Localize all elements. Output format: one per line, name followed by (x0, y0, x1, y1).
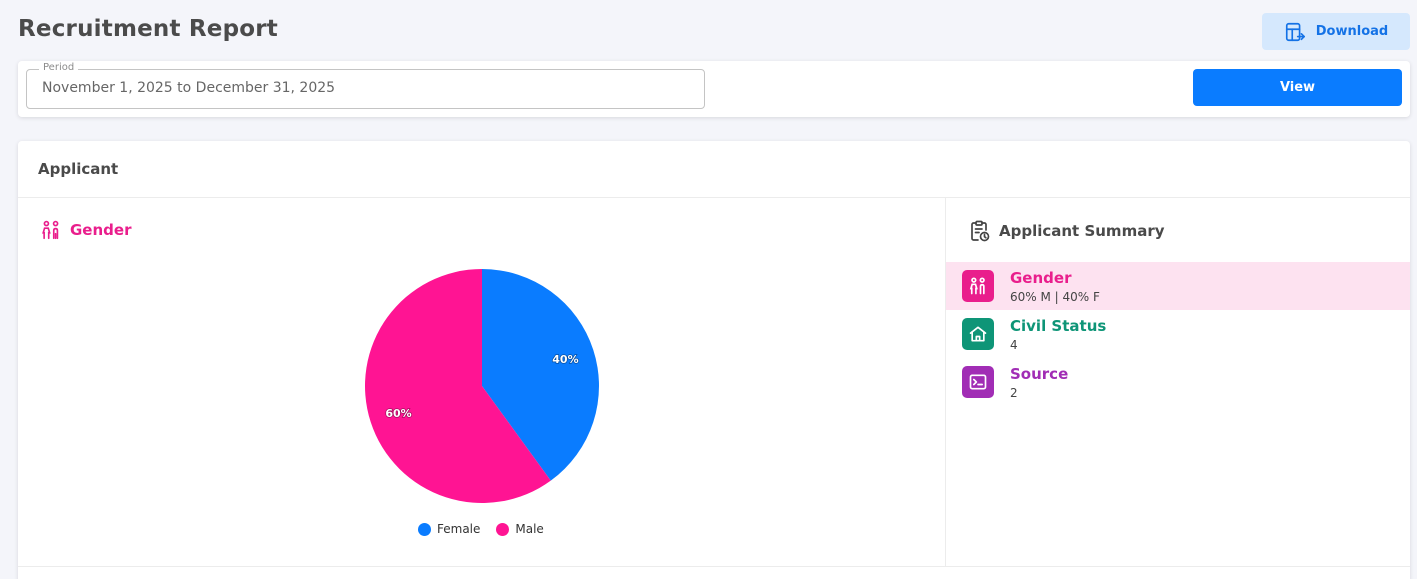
summary-gender-value: 60% M | 40% F (1010, 290, 1100, 304)
summary-civil-status-label: Civil Status (1010, 317, 1107, 335)
legend-label: Male (515, 522, 544, 536)
pie-slice-male[interactable] (364, 269, 551, 503)
people-icon (42, 220, 59, 240)
legend-dot (418, 522, 431, 536)
summary-source-label: Source (1010, 365, 1069, 383)
chart-legend: Female Male (418, 522, 544, 536)
gender-chart-title: Gender (70, 221, 132, 239)
summary-source-value: 2 (1010, 386, 1018, 400)
pie-label-male: 60% (385, 407, 411, 420)
download-button-label: Download (1315, 24, 1389, 39)
clipboard-clock-icon (971, 220, 990, 242)
applicant-summary-heading: Applicant Summary (967, 219, 1165, 243)
period-label: Period (39, 62, 79, 73)
summary-civil-status-icon-box (962, 318, 994, 350)
pie-slice-female[interactable] (482, 269, 599, 481)
home-icon (969, 326, 987, 342)
legend-label: Female (437, 522, 481, 536)
people-icon (969, 277, 985, 295)
id-card-icon (969, 374, 987, 390)
gender-chart-heading: Gender (40, 219, 131, 241)
gender-pie-chart: 40% 60% (364, 269, 599, 503)
summary-gender-icon-box (962, 270, 994, 302)
summary-item-gender[interactable]: Gender 60% M | 40% F (946, 262, 1410, 310)
card-bottom-divider (18, 566, 1410, 567)
period-field[interactable]: Period (26, 62, 705, 109)
legend-item-male[interactable]: Male (496, 522, 544, 536)
summary-source-icon-box (962, 366, 994, 398)
summary-gender-label: Gender (1010, 269, 1072, 287)
legend-dot (496, 522, 510, 536)
download-button[interactable]: Download (1262, 13, 1410, 50)
card-divider (18, 197, 1410, 198)
summary-item-civil-status[interactable]: Civil Status 4 (946, 310, 1410, 358)
period-input[interactable] (42, 80, 682, 96)
page-title: Recruitment Report (18, 16, 278, 42)
applicant-card: Applicant Gender 40% 60% Female Male (18, 141, 1410, 579)
filter-card: Period View (18, 61, 1410, 117)
applicant-summary-title: Applicant Summary (999, 222, 1165, 240)
legend-item-female[interactable]: Female (418, 522, 480, 536)
summary-civil-status-value: 4 (1010, 338, 1018, 352)
summary-item-source[interactable]: Source 2 (946, 358, 1410, 406)
pie-label-female: 40% (552, 353, 578, 366)
view-button[interactable]: View (1193, 69, 1402, 106)
applicant-card-title: Applicant (38, 160, 119, 178)
vertical-divider (945, 198, 946, 566)
table-export-icon (1285, 22, 1305, 41)
